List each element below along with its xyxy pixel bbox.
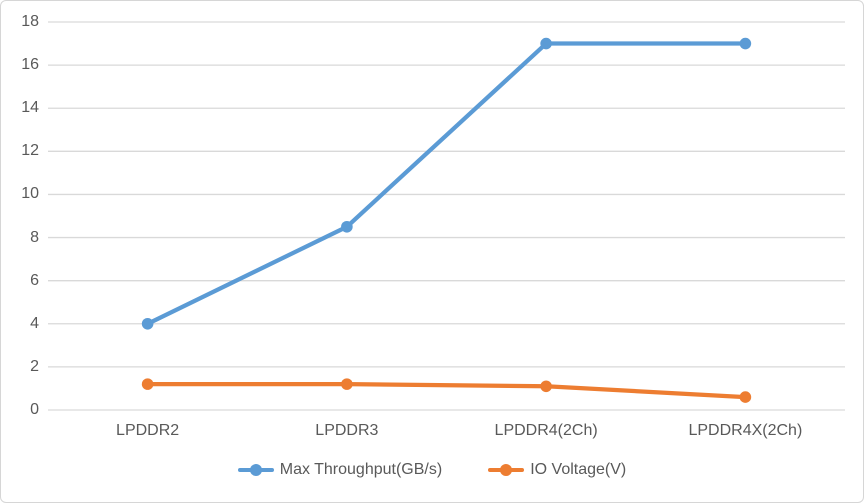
y-tick-label: 16 [21,56,39,74]
data-point[interactable] [739,391,752,403]
legend-dot-swatch [249,464,262,476]
data-point[interactable] [540,380,552,393]
legend-dot-swatch [500,464,513,476]
series-line-1[interactable] [145,382,748,400]
line-marker-icon [488,464,525,476]
data-point[interactable] [341,220,353,233]
y-tick-label: 12 [21,142,39,160]
x-category-label: LPDDR4(2Ch) [494,422,598,439]
y-tick-label: 2 [30,357,39,375]
x-category-label: LPDDR2 [116,422,180,439]
series-line-0[interactable] [145,41,748,326]
y-tick-label: 10 [21,185,39,203]
y-tick-label: 14 [21,99,39,117]
legend-label-io-voltage: IO Voltage(V) [530,461,627,478]
legend-label-max-throughput: Max Throughput(GB/s) [279,461,443,478]
legend-item-max-throughput[interactable]: Max Throughput(GB/s) [237,461,443,479]
y-tick-label: 4 [30,314,39,332]
x-category-label: LPDDR3 [315,422,379,439]
line-marker-icon [237,464,274,476]
data-point[interactable] [540,37,552,50]
data-point[interactable] [341,378,353,390]
legend: Max Throughput(GB/s) IO Voltage(V) [1,461,863,479]
data-point[interactable] [141,317,154,330]
legend-item-io-voltage[interactable]: IO Voltage(V) [488,461,626,479]
y-tick-label: 6 [30,271,39,289]
y-tick-label: 18 [21,13,39,30]
x-category-label: LPDDR4X(2Ch) [688,422,803,439]
y-tick-label: 0 [30,401,39,418]
y-tick-label: 8 [30,228,39,246]
data-point[interactable] [141,378,154,390]
data-point[interactable] [739,37,752,50]
